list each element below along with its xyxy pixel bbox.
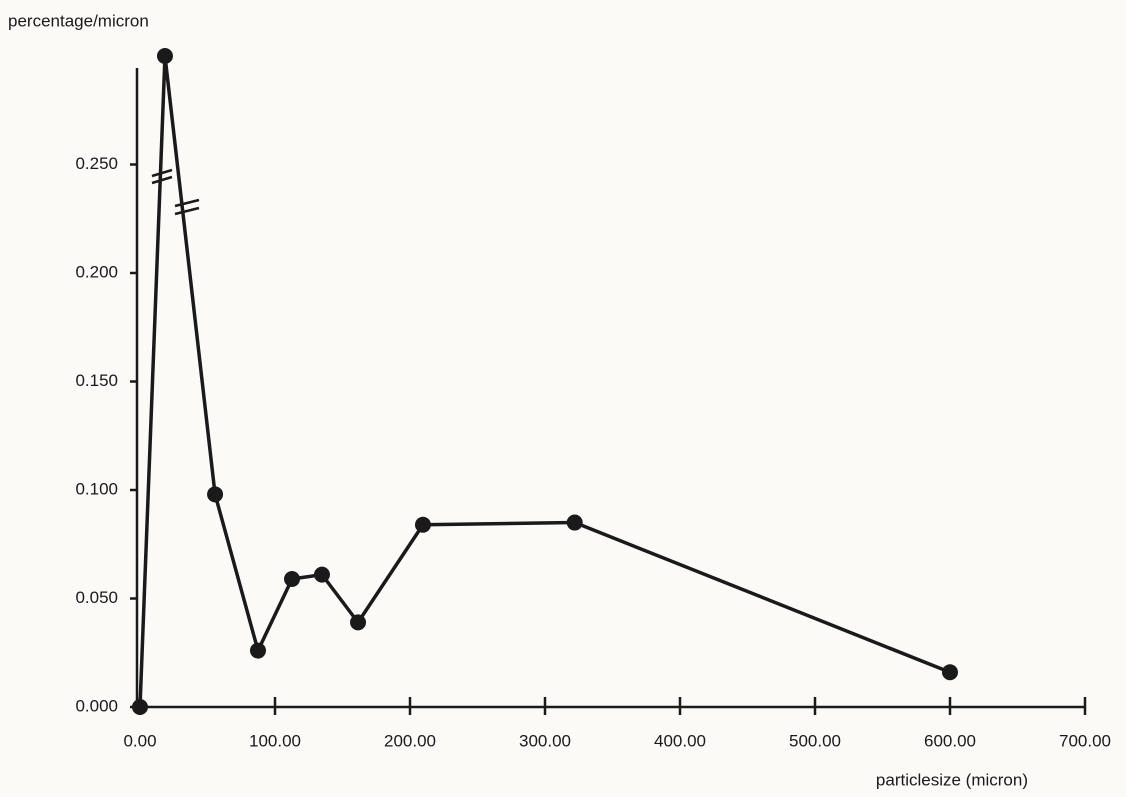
y-tick-label: 0.000 (75, 696, 118, 715)
y-tick-label: 0.250 (75, 154, 118, 173)
data-point (250, 643, 266, 659)
data-point (314, 567, 330, 583)
page: percentage/micron particlesize (micron) … (0, 0, 1126, 797)
x-tick-label: 600.00 (924, 731, 976, 750)
data-point (132, 699, 148, 715)
x-tick-label: 100.00 (249, 731, 301, 750)
y-tick-label: 0.200 (75, 262, 118, 281)
data-point (284, 571, 300, 587)
y-tick-label: 0.150 (75, 371, 118, 390)
data-point (207, 486, 223, 502)
chart: percentage/micron particlesize (micron) … (0, 0, 1126, 797)
data-point (567, 515, 583, 531)
data-point (942, 664, 958, 680)
y-tick-label: 0.100 (75, 479, 118, 498)
data-point (415, 517, 431, 533)
x-tick-label: 0.00 (123, 731, 156, 750)
y-axis-label: percentage/micron (8, 11, 149, 30)
x-axis-label: particlesize (micron) (876, 770, 1028, 789)
data-point (350, 614, 366, 630)
x-tick-label: 400.00 (654, 731, 706, 750)
x-tick-label: 300.00 (519, 731, 571, 750)
background (0, 0, 1126, 797)
x-tick-label: 200.00 (384, 731, 436, 750)
x-tick-label: 700.00 (1059, 731, 1111, 750)
y-tick-label: 0.050 (75, 588, 118, 607)
x-tick-label: 500.00 (789, 731, 841, 750)
data-point (157, 48, 173, 64)
